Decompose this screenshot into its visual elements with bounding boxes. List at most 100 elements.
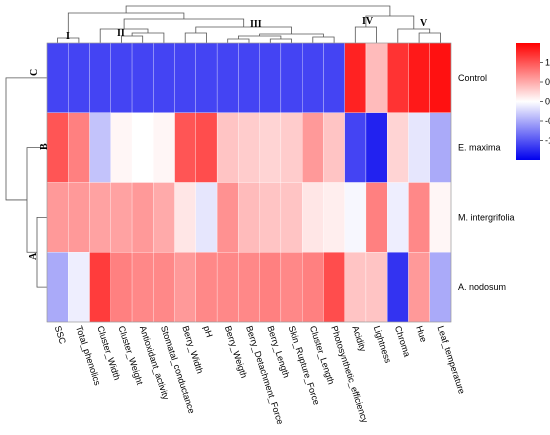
heatmap-cell: [46, 112, 69, 183]
dendrogram-branch: [195, 26, 292, 34]
heatmap-cell: [238, 252, 260, 323]
heatmap-cell: [216, 42, 239, 113]
heatmap-cell: [46, 182, 69, 253]
dendrogram-branch: [238, 35, 282, 39]
column-label: Chroma: [393, 325, 412, 359]
heatmap-cell: [153, 42, 175, 113]
colorbar-tick-label: 0: [545, 97, 550, 107]
dendrogram-branch: [67, 12, 185, 38]
heatmap-cell: [238, 42, 260, 113]
heatmap-cell: [174, 112, 196, 183]
row-labels: Control E. maxima M. intergrifolia A. nodos…: [458, 73, 515, 292]
heatmap-cell: [68, 252, 90, 323]
heatmap-cell: [195, 182, 218, 253]
heatmap-cell: [365, 182, 388, 253]
heatmap-cell: [429, 112, 452, 183]
dendrogram-branch: [131, 32, 165, 43]
heatmap-cell: [302, 252, 324, 323]
heatmap-cell: [195, 112, 218, 183]
column-label: Berry_Width: [180, 325, 205, 375]
heatmap-cell: [387, 42, 409, 113]
heatmap-cell: [174, 252, 196, 323]
cluster-group-label: III: [250, 19, 262, 30]
heatmap-cell: [195, 252, 218, 323]
heatmap-cell: [323, 112, 345, 183]
heatmap-cell: [365, 252, 388, 323]
heatmap-cell: [280, 252, 303, 323]
column-labels: SSC Total_phenolicsCluster_WidthCluster_W…: [53, 325, 467, 426]
dendrogram-branch: [354, 26, 377, 43]
dendrogram-branch: [269, 38, 292, 43]
heatmap-border: [46, 42, 452, 323]
column-label: SSC: [53, 325, 68, 346]
column-label: pH: [202, 325, 215, 339]
heatmap-cell: [365, 42, 388, 113]
heatmap-cell: [408, 252, 430, 323]
heatmap-cell: [365, 112, 388, 183]
heatmap-cell: [46, 42, 69, 113]
heatmap-cell: [344, 252, 367, 323]
heatmap-cell: [195, 42, 218, 113]
heatmap-cell: [387, 112, 409, 183]
heatmap-cell: [216, 182, 239, 253]
dendrogram-branch: [36, 216, 47, 288]
heatmap-cell: [387, 252, 409, 323]
row-label: Control: [458, 73, 487, 83]
heatmap-cell: [408, 182, 430, 253]
heatmap-cell: [344, 112, 367, 183]
row-label: A. nodosum: [458, 282, 506, 292]
heatmap-cell: [110, 252, 133, 323]
heatmap-cell: [408, 112, 430, 183]
dendrogram-branch: [397, 28, 431, 43]
dendrogram-branch: [312, 36, 335, 43]
heatmap-cell: [216, 112, 239, 183]
heatmap-cell: [153, 182, 175, 253]
cluster-group-label: IV: [362, 16, 374, 27]
cluster-group-label: I: [66, 31, 70, 42]
heatmap-cell: [259, 42, 282, 113]
cluster-group-label: B: [39, 143, 50, 150]
heatmap-cell: [110, 112, 133, 183]
heatmap-cell: [89, 112, 111, 183]
heatmap-cell: [323, 182, 345, 253]
cluster-group-label: V: [420, 18, 428, 29]
row-label: E. maxima: [458, 143, 501, 153]
heatmap-cell: [344, 182, 367, 253]
heatmap-cell: [89, 252, 111, 323]
column-label: Leaf_temperature: [435, 325, 466, 396]
heatmap-cell: [429, 252, 452, 323]
heatmap-cell: [323, 252, 345, 323]
colorbar-tick-label: -1: [545, 136, 550, 146]
heatmap-cell: [174, 182, 196, 253]
heatmap-cell: [110, 42, 133, 113]
heatmap-cell: [216, 252, 239, 323]
heatmap-cell: [68, 182, 90, 253]
heatmap-cell: [153, 112, 175, 183]
dendrogram-branch: [5, 77, 47, 201]
colorbar-tick-label: 1: [545, 58, 550, 68]
heatmap-cell: [238, 182, 260, 253]
dendrogram-branch: [259, 33, 324, 37]
dendrogram-branch: [184, 32, 207, 43]
heatmap-cell: [89, 182, 111, 253]
column-label: Lightness: [372, 325, 394, 365]
heatmap-cell: [387, 182, 409, 253]
heatmap-cell: [259, 182, 282, 253]
heatmap-cell: [408, 42, 430, 113]
heatmap-cell: [302, 112, 324, 183]
heatmap-cell: [131, 182, 154, 253]
dendrogram-branch: [418, 32, 441, 43]
cluster-group-label: C: [29, 69, 40, 76]
cluster-group-label: A: [28, 252, 39, 260]
heatmap-cell: [302, 42, 324, 113]
heatmap-cell: [68, 112, 90, 183]
cluster-group-label: II: [117, 28, 125, 39]
heatmap-cell: [280, 182, 303, 253]
dendrogram-branch: [227, 38, 250, 43]
heatmap-cell: [280, 42, 303, 113]
row-dendrogram: [5, 77, 47, 288]
heatmap-cell: [323, 42, 345, 113]
heatmap-cell: [153, 252, 175, 323]
heatmap-cell: [280, 112, 303, 183]
